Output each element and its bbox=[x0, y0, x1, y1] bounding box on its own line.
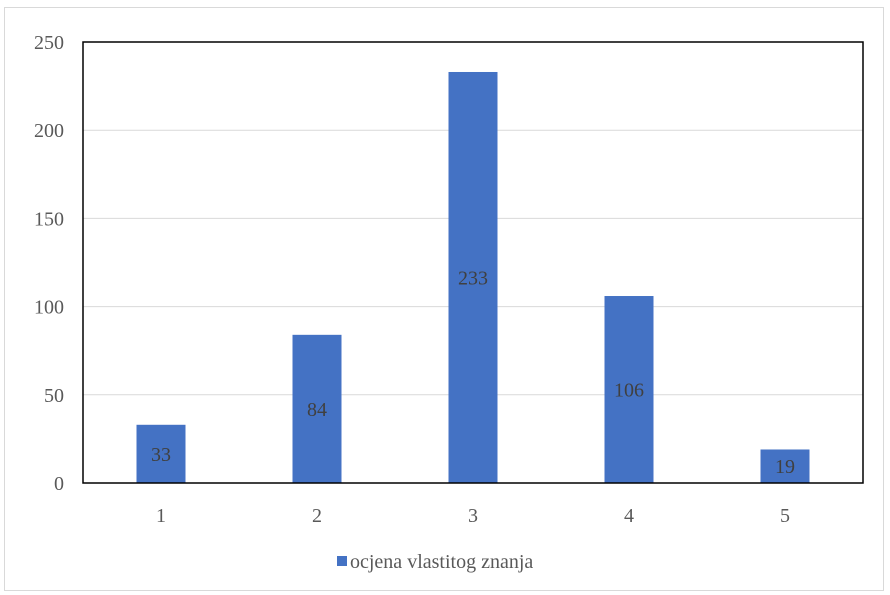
bar bbox=[604, 296, 654, 483]
x-tick-label: 5 bbox=[780, 505, 790, 527]
x-tick-label: 3 bbox=[468, 505, 478, 527]
data-label: 33 bbox=[151, 444, 171, 466]
y-axis-ticks: 0 50 100 150 200 250 bbox=[34, 32, 64, 495]
data-label: 233 bbox=[458, 267, 488, 289]
bar bbox=[136, 424, 186, 483]
x-tick-label: 2 bbox=[312, 505, 322, 527]
y-tick-label: 250 bbox=[34, 32, 64, 54]
bar bbox=[448, 71, 498, 483]
legend-label: ocjena vlastitog znanja bbox=[350, 551, 533, 573]
y-tick-label: 200 bbox=[34, 120, 64, 142]
y-tick-label: 100 bbox=[34, 297, 64, 319]
y-tick-label: 50 bbox=[44, 385, 64, 407]
data-label: 106 bbox=[614, 380, 644, 402]
x-tick-label: 1 bbox=[156, 505, 166, 527]
legend: ocjena vlastitog znanja bbox=[337, 551, 533, 573]
y-tick-label: 0 bbox=[54, 473, 64, 495]
x-axis-ticks: 1 2 3 4 5 bbox=[156, 505, 790, 527]
data-label: 84 bbox=[307, 399, 327, 421]
y-tick-label: 150 bbox=[34, 208, 64, 230]
bar bbox=[760, 449, 810, 483]
bars: 33 84 233 106 19 bbox=[136, 71, 810, 483]
x-tick-label: 4 bbox=[624, 505, 634, 527]
bar bbox=[292, 334, 342, 483]
chart-area bbox=[4, 7, 884, 591]
data-label: 19 bbox=[775, 456, 795, 478]
plot-border bbox=[82, 41, 864, 484]
legend-swatch bbox=[337, 556, 347, 566]
